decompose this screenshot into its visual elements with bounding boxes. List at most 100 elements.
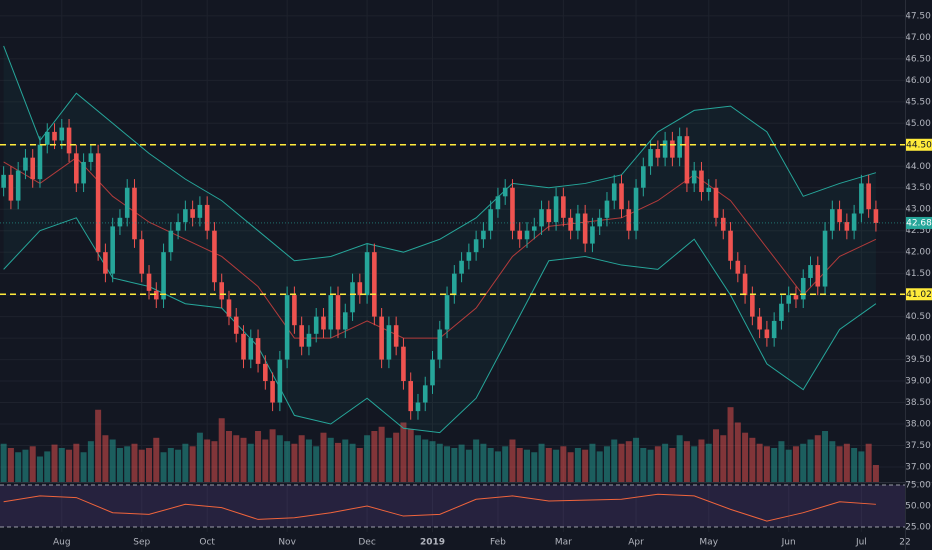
y-tick-label: 42.50 <box>905 226 931 236</box>
candle-body <box>575 213 581 231</box>
candle-body <box>401 346 406 382</box>
candle-body <box>124 187 130 218</box>
candle-body <box>488 209 493 231</box>
candle-body <box>357 282 363 296</box>
volume-bar <box>851 448 858 482</box>
volume-bar <box>814 435 821 482</box>
volume-bar <box>734 422 741 482</box>
candle-body <box>473 239 479 253</box>
candle-body <box>531 226 537 231</box>
candle-body <box>146 273 152 291</box>
volume-bar <box>640 448 647 482</box>
candle-body <box>59 127 65 141</box>
candle-body <box>699 170 704 193</box>
candle-body <box>88 153 94 162</box>
candle-body <box>793 295 799 300</box>
candle-body <box>728 230 733 261</box>
volume-bar <box>763 446 770 482</box>
volume-bar <box>625 441 632 482</box>
candle-body <box>641 166 646 188</box>
volume-bar <box>603 446 610 482</box>
candle-body <box>364 252 370 296</box>
volume-bar <box>524 449 531 482</box>
volume-bar <box>611 439 618 482</box>
candle-body <box>342 312 348 330</box>
volume-bar <box>705 443 712 482</box>
volume-bar <box>567 452 574 482</box>
volume-bar <box>305 439 312 482</box>
volume-bar <box>713 429 720 482</box>
candle-body <box>190 209 195 218</box>
volume-bar <box>371 431 378 482</box>
x-tick-label: May <box>699 538 718 548</box>
candle-body <box>830 209 835 231</box>
candle-body <box>452 273 457 296</box>
y-tick-label: 44.00 <box>905 162 931 172</box>
candle-body <box>750 295 755 317</box>
volume-bar <box>102 435 109 482</box>
volume-bar <box>516 448 523 482</box>
candle-body <box>604 200 610 218</box>
volume-bar <box>487 448 494 482</box>
candle-body <box>372 252 377 317</box>
volume-bar <box>742 432 749 482</box>
candle-body <box>619 183 624 210</box>
volume-bar <box>378 426 385 482</box>
volume-bar <box>480 443 487 482</box>
volume-bar <box>771 448 778 482</box>
candle-body <box>481 230 486 240</box>
candle-body <box>52 131 57 141</box>
candle-body <box>684 136 690 184</box>
candle-body <box>110 226 115 274</box>
candle-body <box>306 333 312 347</box>
volume-bar <box>720 435 727 482</box>
candle-body <box>74 153 79 184</box>
band-line <box>3 45 877 262</box>
y-tick-label: 45.50 <box>905 97 931 107</box>
candle-body <box>233 316 239 334</box>
volume-bar <box>44 451 51 482</box>
volume-bar <box>676 435 683 482</box>
volume-bar <box>727 407 734 482</box>
y-tick-label: 38.00 <box>905 420 931 430</box>
volume-bar <box>116 448 123 482</box>
volume-bar <box>778 441 785 482</box>
candle-body <box>168 230 174 253</box>
volume-bar <box>473 439 480 482</box>
candle-body <box>597 217 602 227</box>
x-tick-label: Mar <box>555 538 572 548</box>
y-tick-label: 43.00 <box>905 205 931 215</box>
rsi-zone <box>0 485 905 527</box>
volume-bar <box>494 451 501 482</box>
volume-bar <box>182 443 189 482</box>
volume-bar <box>393 432 400 482</box>
candle-body <box>379 316 384 360</box>
candle-body <box>161 252 166 300</box>
y-tick-label: 47.50 <box>905 11 931 21</box>
level-label-box <box>906 138 932 151</box>
volume-bar <box>160 452 167 482</box>
volume-bar <box>327 437 334 482</box>
candle-body <box>117 217 123 227</box>
candle-body <box>313 316 319 334</box>
volume-bar <box>95 409 102 482</box>
candle-body <box>212 230 217 283</box>
candle-body <box>444 295 450 330</box>
volume-bar <box>858 451 865 482</box>
volume-bar <box>633 437 640 482</box>
volume-bar <box>218 418 225 482</box>
candle-body <box>197 204 203 218</box>
last-price-label: 42.68 <box>906 218 932 228</box>
level-label-box <box>906 288 932 301</box>
volume-bar <box>175 449 182 482</box>
candle-body <box>786 295 791 304</box>
volume-bar <box>146 448 153 482</box>
candle-body <box>539 209 544 227</box>
y-tick-label: 39.50 <box>905 355 931 365</box>
candle-body <box>66 127 72 154</box>
candle-body <box>764 329 770 339</box>
volume-bar <box>574 448 581 482</box>
candle-body <box>677 136 682 158</box>
y-tick-label: 37.50 <box>905 441 931 451</box>
y-tick-label: 42.00 <box>905 248 931 258</box>
